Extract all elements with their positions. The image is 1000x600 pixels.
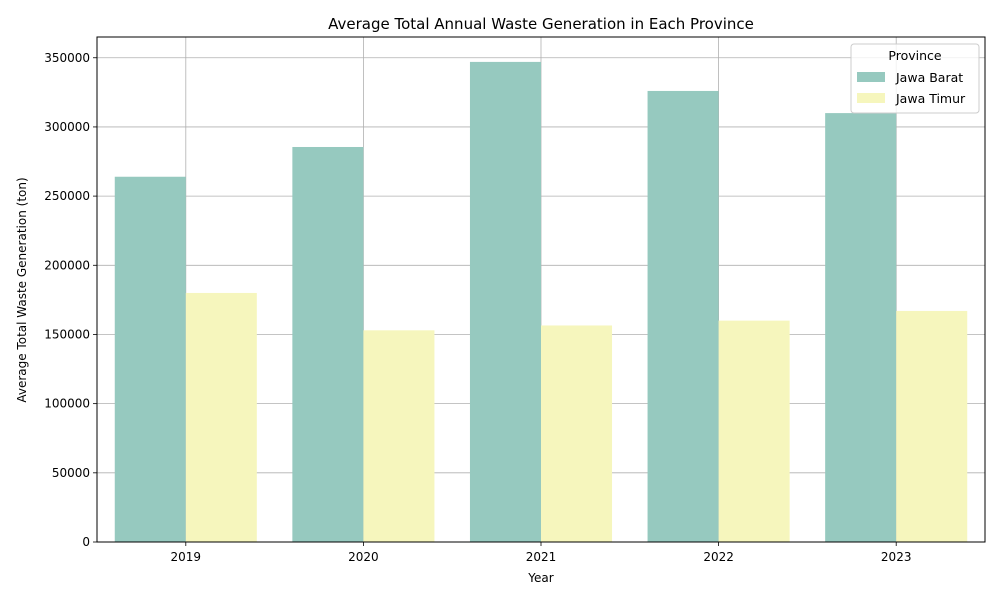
bar	[469, 61, 541, 542]
legend: Province Jawa Barat Jawa Timur	[850, 43, 980, 114]
bar	[363, 330, 435, 542]
legend-swatch	[857, 72, 885, 82]
y-axis-label: Average Total Waste Generation (ton)	[15, 177, 29, 402]
bar	[541, 325, 613, 542]
bar	[647, 90, 719, 543]
y-tick-label: 250000	[44, 189, 90, 203]
y-tick-label: 100000	[44, 397, 90, 411]
legend-swatch	[857, 93, 885, 103]
y-tick-label: 150000	[44, 327, 90, 341]
bar	[825, 113, 897, 543]
x-axis-label: Year	[527, 571, 553, 585]
y-tick-label: 50000	[52, 466, 90, 480]
legend-label: Jawa Barat	[895, 70, 963, 85]
bar	[292, 146, 364, 542]
y-tick-label: 350000	[44, 51, 90, 65]
y-tick-label: 200000	[44, 258, 90, 272]
y-tick-label: 0	[82, 535, 90, 549]
bar	[718, 320, 790, 542]
legend-label: Jawa Timur	[895, 91, 966, 106]
x-tick-label: 2021	[526, 550, 557, 564]
x-axis-ticks: 2019 2020 2021 2022 2023	[171, 542, 912, 564]
y-tick-label: 300000	[44, 120, 90, 134]
bars	[114, 61, 968, 543]
bar	[896, 310, 968, 542]
x-tick-label: 2019	[171, 550, 202, 564]
chart-title: Average Total Annual Waste Generation in…	[328, 15, 754, 33]
bar	[114, 176, 186, 542]
x-tick-label: 2022	[703, 550, 734, 564]
legend-title: Province	[888, 48, 941, 63]
bar	[185, 292, 257, 542]
x-tick-label: 2020	[348, 550, 379, 564]
x-tick-label: 2023	[881, 550, 912, 564]
y-axis-ticks: 0 50000 100000 150000 200000 250000 300000 3500…	[44, 51, 97, 549]
